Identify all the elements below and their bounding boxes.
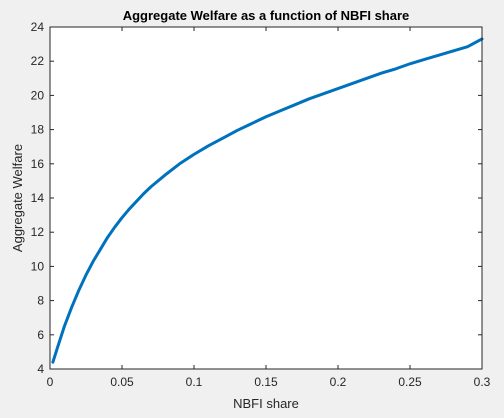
y-tick-label: 8 — [37, 294, 44, 308]
y-tick-label: 4 — [37, 362, 44, 376]
y-tick-label: 14 — [31, 191, 45, 205]
series-line-0 — [51, 37, 484, 364]
y-tick-label: 20 — [31, 88, 45, 102]
y-tick-label: 18 — [31, 123, 45, 137]
x-tick-label: 0.1 — [186, 375, 203, 389]
y-tick-label: 10 — [31, 259, 45, 273]
x-tick-label: 0.25 — [398, 375, 422, 389]
chart-title: Aggregate Welfare as a function of NBFI … — [123, 8, 410, 23]
plot-background — [50, 27, 482, 369]
y-tick-label: 16 — [31, 157, 45, 171]
y-tick-label: 24 — [31, 20, 45, 34]
tick-layer: 0 0.05 0.1 0.15 0.2 0.25 0.3 4 6 8 10 12 14 16 18 20 22 2… — [31, 20, 491, 389]
x-tick-label: 0.3 — [474, 375, 491, 389]
y-axis-label: Aggregate Welfare — [10, 144, 25, 252]
x-tick-label: 0.15 — [254, 375, 278, 389]
series-layer — [51, 37, 484, 364]
y-tick-label: 12 — [31, 225, 45, 239]
y-tick-label: 6 — [37, 328, 44, 342]
x-tick-label: 0.2 — [330, 375, 347, 389]
x-axis-label: NBFI share — [233, 396, 299, 411]
x-tick-label: 0.05 — [110, 375, 134, 389]
x-tick-label: 0 — [47, 375, 54, 389]
y-tick-label: 22 — [31, 54, 45, 68]
